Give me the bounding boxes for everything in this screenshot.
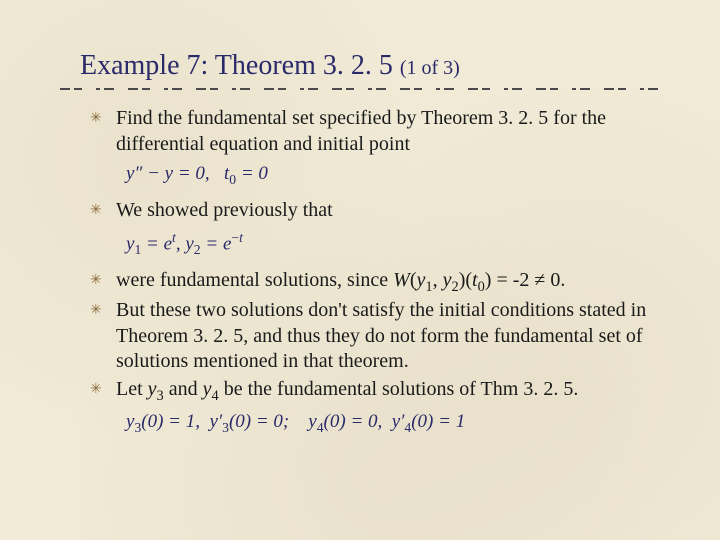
title-main: Example 7: Theorem 3. 2. 5: [80, 50, 393, 81]
bullet-2: We showed previously that: [90, 198, 650, 224]
bullet-list: Find the fundamental set specified by Th…: [90, 106, 650, 157]
bullet-1: Find the fundamental set specified by Th…: [90, 106, 650, 157]
bullet-3-pre: were fundamental solutions, since: [116, 269, 393, 291]
slide-title: Example 7: Theorem 3. 2. 5 (1 of 3): [80, 50, 660, 82]
bullet-3: were fundamental solutions, since W(y1, …: [90, 268, 650, 296]
bullet-1-text: Find the fundamental set specified by Th…: [116, 107, 606, 155]
eq3b: (0) = 0;: [229, 411, 289, 432]
bullet-4: But these two solutions don't satisfy th…: [90, 298, 650, 375]
bullet-5-pre: Let: [116, 378, 148, 400]
bullet-3-mid: = -2 ≠ 0.: [491, 269, 565, 291]
bullet-4-text: But these two solutions don't satisfy th…: [116, 299, 646, 372]
bullet-5-mid: and: [164, 378, 203, 400]
equation-2: y1 = et, y2 = e−t: [126, 230, 660, 258]
bullet-5: Let y3 and y4 be the fundamental solutio…: [90, 377, 650, 405]
eq1-lhs: y″ − y = 0,: [126, 163, 210, 184]
slide-container: Example 7: Theorem 3. 2. 5 (1 of 3) Find…: [0, 0, 720, 476]
bullet-5-post: be the fundamental solutions of Thm 3. 2…: [219, 378, 579, 400]
title-sub: (1 of 3): [400, 57, 460, 79]
bullet-2-text: We showed previously that: [116, 199, 333, 221]
eq2-comma: ,: [176, 233, 181, 254]
bullet-list-2: We showed previously that: [90, 198, 650, 224]
equation-3: y3(0) = 1, y′3(0) = 0; y4(0) = 0, y′4(0)…: [126, 411, 660, 436]
bullet-list-3: were fundamental solutions, since W(y1, …: [90, 268, 650, 406]
eq3c: (0) = 0,: [324, 411, 383, 432]
title-divider: [60, 86, 660, 92]
eq3a: (0) = 1,: [141, 411, 200, 432]
equation-1: y″ − y = 0, t0 = 0: [126, 163, 660, 188]
eq3d: (0) = 1: [411, 411, 465, 432]
eq1-rhs: = 0: [241, 163, 268, 184]
